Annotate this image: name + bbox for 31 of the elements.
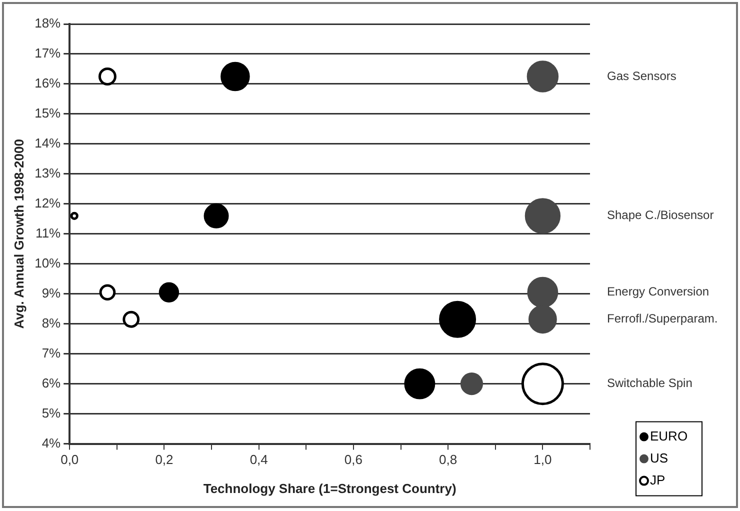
y-tick-label: 14% <box>34 136 62 151</box>
legend-label: US <box>650 450 668 466</box>
x-tick-label: 0,6 <box>344 452 362 468</box>
x-tick-label: 0,2 <box>155 452 174 468</box>
y-tick-label: 18% <box>34 16 62 31</box>
y-tick-label: 10% <box>34 255 62 270</box>
y-tick-label: 5% <box>42 405 62 420</box>
text: Switchable Spin <box>607 376 692 390</box>
text: Gas Sensors <box>607 68 676 83</box>
y-tick-label: 8% <box>42 315 62 330</box>
x-tick-label: 1,0 <box>534 452 552 468</box>
x-tick-label: 0,0 <box>60 452 79 468</box>
y-axis-title: Avg. Annual Growth 1998-2000 <box>11 139 26 329</box>
y-tick-label: 4% <box>42 435 62 450</box>
text: Energy Conversion <box>607 284 710 299</box>
y-tick-label: 15% <box>34 106 62 121</box>
y-tick-label: 16% <box>34 76 62 91</box>
y-tick-label: 6% <box>42 375 62 390</box>
y-tick-label: 9% <box>42 285 62 300</box>
legend-label: EURO <box>650 428 688 444</box>
text: Ferrofl./Superparam. <box>607 312 718 326</box>
text: Shape C./Biosensor <box>607 208 714 222</box>
y-tick-label: 7% <box>42 345 62 360</box>
y-tick-label: 13% <box>34 166 62 181</box>
x-axis-title: Technology Share (1=Strongest Country) <box>203 480 456 496</box>
y-tick-label: 11% <box>36 225 62 240</box>
x-tick-label: 0,8 <box>439 452 458 468</box>
legend-label: JP <box>650 472 666 488</box>
y-tick-label: 12% <box>34 195 62 210</box>
x-tick-label: 0,4 <box>250 452 268 468</box>
y-tick-label: 17% <box>34 46 62 61</box>
